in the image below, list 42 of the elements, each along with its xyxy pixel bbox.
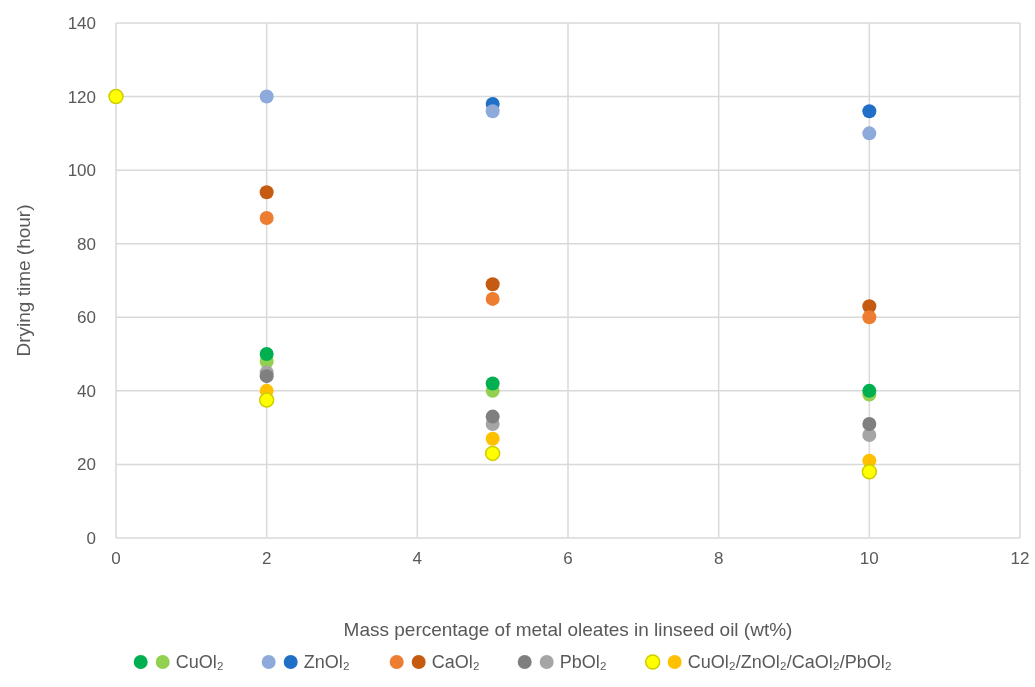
- y-tick-label: 0: [86, 529, 96, 548]
- point: [862, 416, 877, 431]
- y-tick-label: 60: [77, 308, 96, 328]
- legend-label: CaOl₂: [431, 652, 480, 672]
- x-axis-title: Mass percentage of metal oleates in linseed oil (wt%): [343, 619, 793, 640]
- point: [259, 89, 274, 104]
- x-tick-label: 6: [563, 549, 573, 568]
- y-tick-label: 120: [67, 87, 96, 107]
- y-tick-label: 80: [77, 234, 96, 254]
- point: [108, 88, 124, 105]
- y-axis-title: Drying time (hour): [13, 204, 34, 357]
- point: [861, 464, 878, 480]
- point: [259, 210, 274, 225]
- legend-label: CuOl₂: [175, 652, 224, 672]
- point: [485, 431, 500, 446]
- point: [259, 369, 274, 384]
- point: [862, 383, 877, 398]
- legend-label: CuOl₂/ZnOl₂/CaOl₂/PbOl₂: [687, 652, 892, 672]
- x-tick-label: 10: [859, 549, 879, 568]
- point: [485, 104, 500, 119]
- point: [484, 445, 501, 462]
- x-tick-label: 0: [111, 549, 121, 568]
- point: [485, 291, 500, 306]
- point: [862, 126, 877, 141]
- y-tick-label: 20: [77, 455, 96, 475]
- point: [485, 409, 500, 424]
- x-tick-label: 12: [1010, 549, 1030, 568]
- point: [862, 310, 877, 325]
- y-tick-label: 140: [67, 14, 96, 33]
- point: [485, 376, 500, 391]
- x-tick-label: 2: [261, 549, 272, 568]
- y-tick-label: 100: [67, 161, 96, 181]
- point: [259, 185, 274, 200]
- legend-label: ZnOl₂: [303, 652, 350, 672]
- point: [259, 347, 274, 362]
- point: [258, 392, 275, 408]
- legend-label: PbOl₂: [559, 652, 607, 672]
- x-tick-label: 4: [412, 549, 423, 568]
- point: [862, 104, 877, 119]
- point: [485, 277, 500, 292]
- x-tick-label: 8: [713, 549, 724, 568]
- y-tick-label: 40: [77, 381, 96, 401]
